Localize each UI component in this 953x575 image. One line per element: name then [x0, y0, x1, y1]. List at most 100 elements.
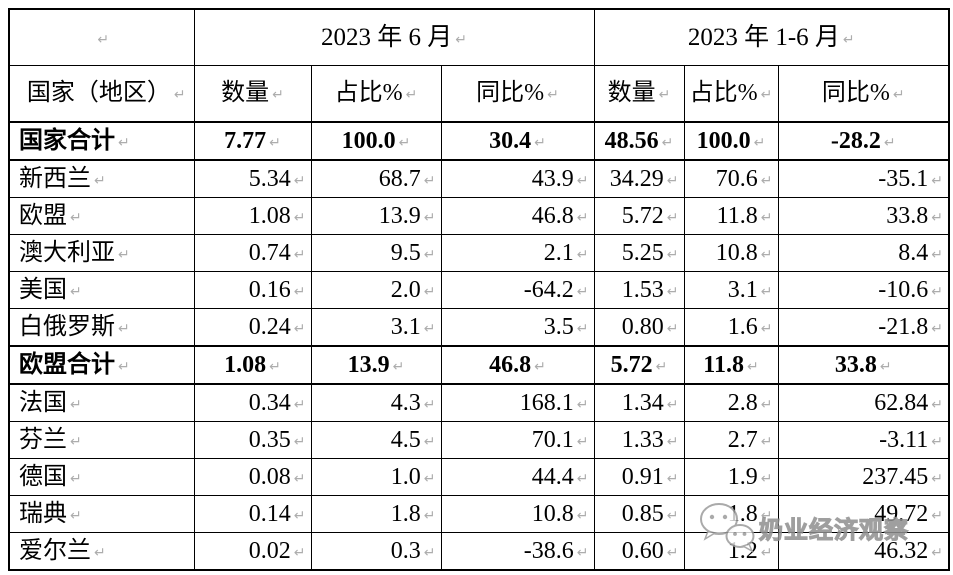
value-cell: 13.9 ↵ — [310, 345, 442, 385]
cell-value: 9.5 — [390, 239, 421, 266]
paragraph-mark-icon: ↵ — [293, 470, 306, 487]
paragraph-mark-icon: ↵ — [118, 246, 130, 263]
paragraph-mark-icon: ↵ — [118, 358, 130, 375]
period-jan-june-header: 2023 年 1-6 月↵↵ — [593, 8, 950, 66]
cell-value: 13.9 — [378, 202, 421, 229]
cell-value: 100.0 — [696, 127, 751, 154]
table-row: 欧盟↵ 1.08↵ 13.9↵ 46.8↵ 5.72↵ 11.8↵ 33.8↵↵ — [8, 197, 950, 235]
value-cell: 48.56 ↵ — [593, 121, 685, 161]
paragraph-mark-icon: ↵ — [534, 134, 546, 151]
period-label: 2023 年 1-6 月 — [687, 23, 840, 51]
paragraph-mark-icon: ↵ — [70, 433, 82, 450]
paragraph-mark-icon: ↵ — [293, 283, 306, 300]
value-cell: -3.11↵↵ — [777, 421, 950, 459]
paragraph-mark-icon: ↵ — [931, 320, 943, 337]
paragraph-mark-icon: ↵ — [423, 209, 436, 226]
value-cell: 0.91 ↵ — [593, 458, 685, 496]
value-cell: 100.0 ↵ — [310, 121, 442, 161]
column-header-label: 占比% — [689, 80, 758, 107]
paragraph-mark-icon: ↵ — [760, 507, 773, 524]
value-cell: 1.33 ↵ — [593, 421, 685, 459]
value-cell: 9.5 ↵ — [310, 234, 442, 272]
cell-value: 0.60 — [621, 537, 664, 564]
column-header-label: 占比% — [334, 80, 403, 107]
paragraph-mark-icon: ↵ — [70, 507, 82, 524]
cell-value: 2.8 — [727, 389, 758, 416]
value-cell: 1.34 ↵ — [593, 383, 685, 422]
value-cell: 1.08 ↵ — [193, 197, 312, 235]
paragraph-mark-icon: ↵ — [576, 283, 589, 300]
paragraph-mark-icon: ↵ — [666, 433, 679, 450]
value-cell: 13.9 ↵ — [310, 197, 442, 235]
row-label: 新西兰 — [19, 165, 91, 192]
paragraph-mark-icon: ↵ — [576, 433, 589, 450]
paragraph-mark-icon: ↵ — [760, 87, 773, 104]
value-cell: 43.9 ↵ — [440, 159, 595, 198]
value-cell: 7.77 ↵ — [193, 121, 312, 161]
cell-value: 68.7 — [378, 165, 421, 192]
paragraph-mark-icon: ↵ — [293, 544, 306, 561]
cell-value: 0.35 — [248, 426, 291, 453]
cell-value: 5.72 — [610, 351, 653, 378]
cell-value: 8.4 — [898, 239, 929, 266]
table-row: 国家合计 ↵ 7.77 ↵ 100.0 ↵ 30.4 ↵ 48.56 ↵ 100.0 ↵ -… — [8, 121, 950, 161]
value-cell: 2.0 ↵ — [310, 271, 442, 309]
paragraph-mark-icon: ↵ — [423, 396, 436, 413]
cell-value: 43.9 — [531, 165, 574, 192]
paragraph-mark-icon: ↵ — [931, 470, 943, 487]
value-cell: 1.8 ↵ — [310, 495, 442, 533]
table-row: 白俄罗斯↵ 0.24↵ 3.1↵ 3.5↵ 0.80↵ 1.6↵ -21.8↵↵ — [8, 308, 950, 347]
paragraph-mark-icon: ↵ — [293, 320, 306, 337]
paragraph-mark-icon: ↵ — [455, 31, 467, 48]
paragraph-mark-icon: ↵ — [931, 172, 943, 189]
value-cell: 33.8↵↵ — [777, 197, 950, 235]
value-cell: 49.72↵↵ — [777, 495, 950, 533]
value-cell: -38.6 ↵ — [440, 532, 595, 571]
cell-value: 10.8 — [531, 500, 574, 527]
value-cell: 0.08 ↵ — [193, 458, 312, 496]
cell-value: 0.85 — [621, 500, 664, 527]
paragraph-mark-icon: ↵ — [892, 87, 905, 104]
value-cell: 0.34 ↵ — [193, 383, 312, 422]
table-row: 德国↵ 0.08↵ 1.0↵ 44.4↵ 0.91↵ 1.9↵ 237.45↵↵ — [8, 458, 950, 496]
cell-value: 4.5 — [390, 426, 421, 453]
paragraph-mark-icon: ↵ — [293, 396, 306, 413]
paragraph-mark-icon: ↵ — [97, 31, 110, 48]
value-cell: -64.2 ↵ — [440, 271, 595, 309]
row-label: 国家合计 — [19, 127, 115, 154]
paragraph-mark-icon: ↵ — [534, 358, 546, 375]
column-header-quantity: 数量 ↵ — [193, 65, 312, 123]
cell-value: 1.6 — [727, 313, 758, 340]
cell-value: 3.5 — [543, 313, 574, 340]
value-cell: 5.72 ↵ — [593, 345, 685, 385]
cell-value: 0.02 — [248, 537, 291, 564]
paragraph-mark-icon: ↵ — [576, 544, 589, 561]
paragraph-mark-icon: ↵ — [576, 320, 589, 337]
paragraph-mark-icon: ↵ — [269, 134, 281, 151]
paragraph-mark-icon: ↵ — [931, 283, 943, 300]
paragraph-mark-icon: ↵ — [760, 433, 773, 450]
paragraph-mark-icon: ↵ — [576, 246, 589, 263]
paragraph-mark-icon: ↵ — [423, 433, 436, 450]
paragraph-mark-icon: ↵ — [293, 246, 306, 263]
corner-label: 国家（地区） — [26, 80, 171, 107]
row-label-cell: 欧盟合计 ↵ — [8, 345, 195, 385]
paragraph-mark-icon: ↵ — [272, 87, 284, 104]
value-cell: 70.1 ↵ — [440, 421, 595, 459]
column-header-label: 同比% — [476, 80, 545, 107]
value-cell: -10.6↵↵ — [777, 271, 950, 309]
column-header-yoy: 同比%↵↵ — [777, 65, 950, 123]
paragraph-mark-icon: ↵ — [94, 172, 106, 189]
period-header-row: ↵ 2023 年 6 月↵ 2023 年 1-6 月↵↵ — [8, 8, 950, 66]
cell-value: 33.8 — [834, 351, 877, 378]
cell-value: -21.8 — [878, 313, 929, 340]
corner-label-cell: 国家（地区） ↵ — [8, 65, 195, 123]
row-label: 爱尔兰 — [19, 537, 91, 564]
paragraph-mark-icon: ↵ — [883, 134, 896, 151]
paragraph-mark-icon: ↵ — [666, 246, 679, 263]
paragraph-mark-icon: ↵ — [293, 209, 306, 226]
cell-value: 62.84 — [874, 389, 929, 416]
paragraph-mark-icon: ↵ — [931, 433, 943, 450]
value-cell: 2.7 ↵ — [683, 421, 779, 459]
value-cell: 3.1 ↵ — [683, 271, 779, 309]
